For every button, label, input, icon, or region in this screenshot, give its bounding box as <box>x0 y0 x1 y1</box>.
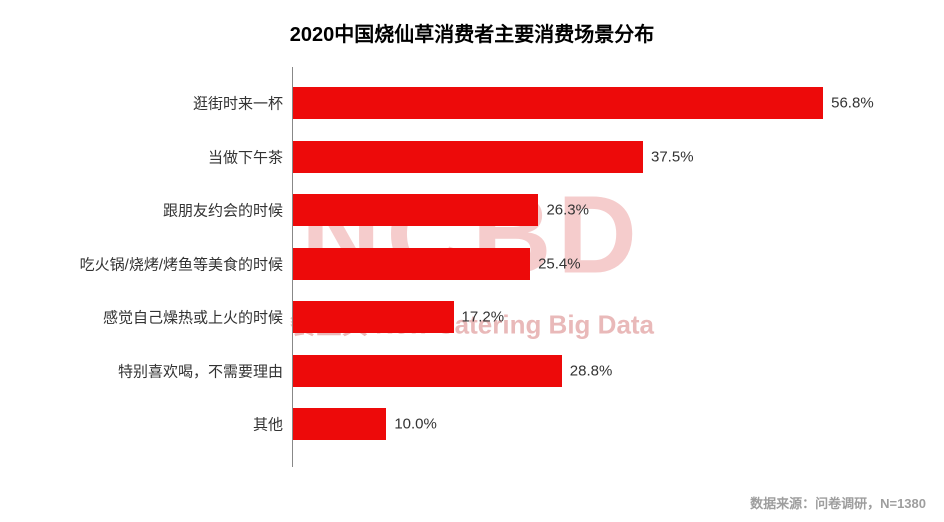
bar <box>293 248 530 280</box>
chart-title: 2020中国烧仙草消费者主要消费场景分布 <box>0 0 944 47</box>
bar <box>293 408 386 440</box>
bar <box>293 301 454 333</box>
bar-row: 跟朋友约会的时候26.3% <box>293 194 852 226</box>
value-label: 28.8% <box>562 362 613 379</box>
bar <box>293 355 562 387</box>
value-label: 10.0% <box>386 416 437 433</box>
data-source: 数据来源：问卷调研，N=1380 <box>750 493 926 512</box>
bar-row: 当做下午茶37.5% <box>293 141 852 173</box>
value-label: 17.2% <box>454 309 505 326</box>
category-label: 当做下午茶 <box>208 146 293 167</box>
value-label: 25.4% <box>530 255 581 272</box>
value-label: 37.5% <box>643 148 694 165</box>
bar-chart: 逛街时来一杯56.8%当做下午茶37.5%跟朋友约会的时候26.3%吃火锅/烧烤… <box>62 67 882 467</box>
bar <box>293 194 538 226</box>
bar <box>293 141 643 173</box>
category-label: 逛街时来一杯 <box>193 93 293 114</box>
plot-area: 逛街时来一杯56.8% 当做下午茶37.5% 跟朋友约会的时候26.3% 吃火锅/烧烤… <box>292 67 852 467</box>
value-label: 26.3% <box>538 202 589 219</box>
value-label: 56.8% <box>823 95 874 112</box>
category-label: 特别喜欢喝，不需要理由 <box>118 360 293 381</box>
bar <box>293 87 823 119</box>
category-label: 感觉自己燥热或上火的时候 <box>103 307 293 328</box>
bar-row: 其他10.0% <box>293 408 852 440</box>
bar-row: 感觉自己燥热或上火的时候17.2% <box>293 301 852 333</box>
bar-row: 逛街时来一杯56.8% <box>293 87 852 119</box>
category-label: 吃火锅/烧烤/烤鱼等美食的时候 <box>80 253 293 274</box>
category-label: 跟朋友约会的时候 <box>163 200 293 221</box>
bar-row: 吃火锅/烧烤/烤鱼等美食的时候25.4% <box>293 248 852 280</box>
category-label: 其他 <box>253 414 293 435</box>
bar-row: 特别喜欢喝，不需要理由28.8% <box>293 355 852 387</box>
